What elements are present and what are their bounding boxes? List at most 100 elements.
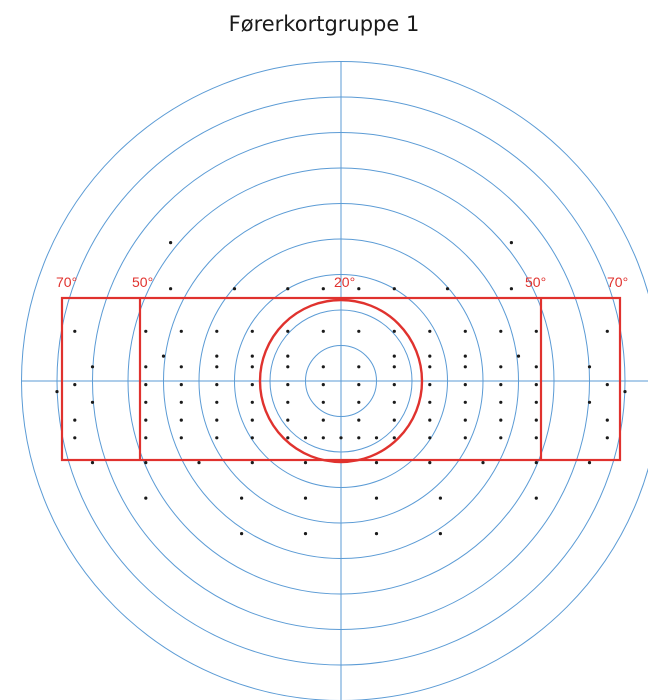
test-point bbox=[215, 418, 219, 422]
test-point bbox=[321, 383, 325, 387]
test-point bbox=[215, 365, 219, 369]
test-point bbox=[144, 418, 148, 422]
test-point bbox=[215, 400, 219, 404]
test-point bbox=[303, 461, 308, 465]
test-point bbox=[392, 418, 396, 422]
test-point bbox=[250, 418, 254, 422]
test-point bbox=[499, 329, 503, 333]
test-point bbox=[286, 354, 290, 358]
test-point bbox=[286, 383, 290, 387]
test-point bbox=[250, 461, 254, 465]
test-point bbox=[144, 329, 148, 333]
test-point bbox=[438, 496, 442, 500]
test-point bbox=[144, 436, 148, 440]
test-point bbox=[286, 418, 290, 422]
test-point bbox=[534, 436, 538, 440]
test-point bbox=[161, 354, 166, 358]
test-point bbox=[587, 365, 592, 369]
test-point bbox=[197, 461, 201, 465]
test-points bbox=[55, 241, 627, 536]
test-point bbox=[587, 400, 592, 404]
test-point bbox=[357, 418, 361, 422]
test-point bbox=[215, 383, 219, 387]
test-point bbox=[286, 365, 290, 369]
test-point bbox=[144, 383, 148, 387]
test-point bbox=[392, 436, 396, 440]
test-point bbox=[463, 400, 467, 404]
zone-labels: 70° 50° 20° 50° 70° bbox=[56, 274, 628, 290]
label-right-70: 70° bbox=[607, 274, 628, 290]
test-point bbox=[321, 400, 325, 404]
test-point bbox=[374, 436, 379, 440]
test-point bbox=[463, 418, 467, 422]
test-point bbox=[445, 287, 450, 291]
test-point bbox=[499, 400, 503, 404]
test-point bbox=[286, 436, 290, 440]
test-point bbox=[321, 329, 325, 333]
test-point bbox=[374, 532, 379, 536]
test-point bbox=[534, 329, 538, 333]
test-point bbox=[463, 436, 467, 440]
test-point bbox=[374, 461, 379, 465]
test-point bbox=[73, 383, 77, 387]
test-point bbox=[179, 329, 183, 333]
test-point bbox=[321, 287, 325, 291]
test-point bbox=[179, 400, 183, 404]
test-point bbox=[357, 329, 361, 333]
test-point bbox=[90, 365, 95, 369]
test-point bbox=[73, 329, 77, 333]
test-point bbox=[392, 365, 396, 369]
test-point bbox=[90, 461, 95, 465]
test-point bbox=[392, 354, 396, 358]
test-point bbox=[509, 241, 513, 245]
test-point bbox=[215, 436, 219, 440]
test-point bbox=[303, 496, 308, 500]
test-point bbox=[250, 365, 254, 369]
test-point bbox=[463, 365, 467, 369]
test-point bbox=[240, 496, 244, 500]
test-point bbox=[438, 532, 442, 536]
test-point bbox=[286, 329, 290, 333]
test-point bbox=[509, 287, 513, 291]
central-20-circle bbox=[258, 298, 424, 464]
label-right-50: 50° bbox=[525, 274, 546, 290]
horizontal-field-rect bbox=[60, 296, 622, 462]
test-point bbox=[428, 354, 432, 358]
test-point bbox=[321, 365, 325, 369]
test-point bbox=[303, 436, 308, 440]
test-point bbox=[357, 400, 361, 404]
test-point bbox=[321, 418, 325, 422]
test-point bbox=[392, 400, 396, 404]
test-point bbox=[357, 383, 361, 387]
test-point bbox=[605, 329, 609, 333]
test-point bbox=[250, 383, 254, 387]
test-point bbox=[55, 390, 59, 394]
test-point bbox=[179, 365, 183, 369]
test-point bbox=[499, 365, 503, 369]
test-point bbox=[215, 329, 219, 333]
test-point bbox=[428, 329, 432, 333]
test-point bbox=[605, 418, 609, 422]
test-point bbox=[240, 532, 244, 536]
test-point bbox=[250, 436, 254, 440]
test-point bbox=[90, 400, 95, 404]
chart-title: Førerkortgruppe 1 bbox=[228, 12, 420, 36]
test-point bbox=[534, 461, 538, 465]
test-point bbox=[463, 354, 467, 358]
test-point bbox=[179, 383, 183, 387]
test-point bbox=[392, 383, 396, 387]
test-point bbox=[232, 287, 237, 291]
test-point bbox=[428, 383, 432, 387]
test-point bbox=[303, 532, 308, 536]
test-point bbox=[250, 354, 254, 358]
label-left-70: 70° bbox=[56, 274, 77, 290]
test-point bbox=[286, 400, 290, 404]
test-point bbox=[169, 241, 173, 245]
test-point bbox=[534, 400, 538, 404]
test-point bbox=[392, 287, 396, 291]
test-point bbox=[321, 436, 325, 440]
test-point bbox=[623, 390, 627, 394]
test-point bbox=[534, 418, 538, 422]
test-point bbox=[357, 436, 361, 440]
